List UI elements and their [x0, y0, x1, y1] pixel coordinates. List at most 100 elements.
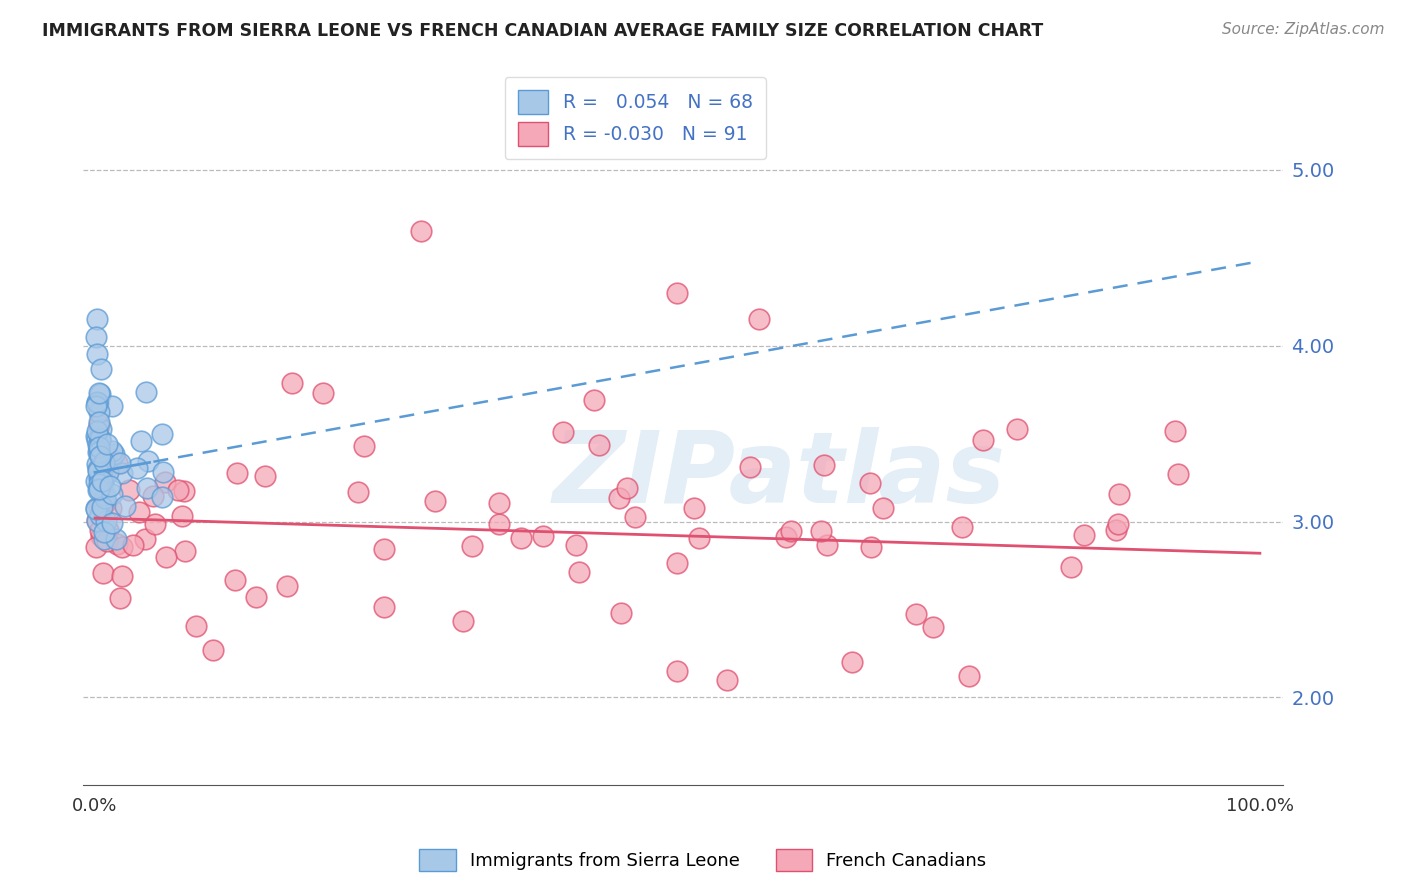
Point: [225, 466, 247, 480]
Point: [89, 432, 111, 446]
Point: [86, 330, 108, 344]
Point: [716, 673, 738, 687]
Point: [1107, 517, 1129, 532]
Point: [87, 482, 110, 496]
Point: [97, 523, 120, 537]
Point: [510, 531, 533, 545]
Point: [91, 475, 114, 489]
Point: [110, 456, 132, 470]
Point: [588, 438, 610, 452]
Point: [87, 462, 110, 476]
Legend: Immigrants from Sierra Leone, French Canadians: Immigrants from Sierra Leone, French Can…: [412, 842, 994, 879]
Point: [118, 483, 141, 497]
Point: [373, 599, 395, 614]
Point: [108, 591, 131, 605]
Point: [224, 573, 246, 587]
Point: [460, 539, 482, 553]
Point: [353, 439, 375, 453]
Point: [150, 427, 173, 442]
Point: [89, 471, 111, 485]
Point: [97, 465, 120, 479]
Point: [174, 544, 197, 558]
Point: [565, 538, 588, 552]
Point: [100, 452, 122, 467]
Point: [1060, 559, 1083, 574]
Point: [186, 618, 208, 632]
Point: [86, 347, 108, 361]
Point: [1167, 467, 1189, 481]
Point: [90, 470, 112, 484]
Point: [921, 620, 943, 634]
Point: [87, 441, 110, 455]
Point: [624, 510, 647, 524]
Point: [101, 516, 124, 530]
Point: [488, 496, 510, 510]
Point: [90, 362, 112, 376]
Point: [666, 285, 689, 300]
Point: [94, 495, 117, 509]
Point: [276, 579, 298, 593]
Point: [93, 532, 115, 546]
Point: [607, 491, 630, 505]
Point: [841, 656, 863, 670]
Point: [91, 475, 114, 489]
Point: [107, 537, 129, 551]
Point: [89, 524, 111, 538]
Point: [89, 433, 111, 447]
Point: [141, 489, 163, 503]
Text: Source: ZipAtlas.com: Source: ZipAtlas.com: [1222, 22, 1385, 37]
Point: [136, 481, 159, 495]
Point: [136, 454, 159, 468]
Point: [172, 509, 194, 524]
Point: [167, 483, 190, 497]
Point: [610, 606, 633, 620]
Point: [813, 458, 835, 473]
Point: [111, 540, 134, 554]
Point: [155, 549, 177, 564]
Point: [89, 387, 111, 401]
Point: [312, 386, 335, 401]
Point: [94, 491, 117, 506]
Point: [738, 460, 761, 475]
Point: [93, 488, 115, 502]
Point: [1164, 424, 1187, 438]
Point: [373, 542, 395, 557]
Text: ZIPatlas: ZIPatlas: [553, 427, 1005, 524]
Point: [810, 524, 832, 538]
Point: [957, 669, 980, 683]
Point: [86, 433, 108, 447]
Point: [89, 449, 111, 463]
Point: [815, 538, 838, 552]
Point: [129, 434, 152, 448]
Point: [1104, 523, 1126, 537]
Point: [84, 500, 107, 515]
Point: [127, 460, 149, 475]
Point: [488, 516, 510, 531]
Point: [1073, 528, 1095, 542]
Point: [972, 433, 994, 447]
Point: [122, 538, 145, 552]
Point: [775, 530, 797, 544]
Point: [89, 405, 111, 419]
Point: [86, 312, 108, 326]
Point: [531, 528, 554, 542]
Point: [665, 557, 688, 571]
Point: [568, 565, 591, 579]
Point: [87, 417, 110, 432]
Point: [96, 514, 118, 528]
Point: [89, 508, 111, 522]
Point: [859, 540, 882, 554]
Point: [89, 444, 111, 458]
Point: [111, 466, 134, 480]
Point: [779, 524, 801, 539]
Point: [86, 399, 108, 413]
Point: [950, 520, 973, 534]
Point: [98, 479, 121, 493]
Point: [86, 394, 108, 409]
Point: [87, 445, 110, 459]
Point: [89, 470, 111, 484]
Point: [245, 590, 267, 604]
Point: [86, 424, 108, 438]
Point: [904, 607, 927, 622]
Point: [114, 499, 136, 513]
